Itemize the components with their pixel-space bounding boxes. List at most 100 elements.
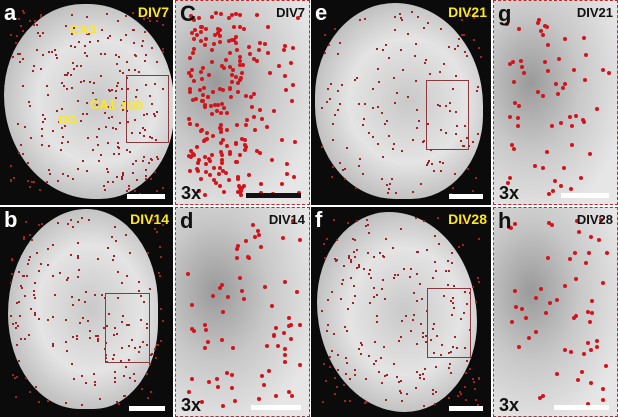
marker-dot (385, 374, 388, 377)
marker-dot (322, 242, 325, 245)
marker-dot (283, 280, 288, 285)
marker-dot (280, 138, 285, 143)
marker-dot (86, 55, 89, 58)
marker-dot (221, 66, 226, 71)
marker-dot (562, 347, 567, 352)
region-label-dg: DG (58, 112, 78, 127)
marker-dot (72, 62, 75, 65)
marker-dot (505, 181, 510, 186)
marker-dot (97, 335, 100, 338)
marker-dot (517, 103, 522, 108)
marker-dot (233, 398, 238, 403)
marker-dot (45, 180, 48, 183)
marker-dot (120, 38, 123, 41)
marker-dot (71, 303, 74, 306)
marker-dot (237, 25, 242, 30)
marker-dot (367, 232, 370, 235)
marker-dot (346, 222, 349, 225)
marker-dot (288, 336, 293, 341)
marker-dot (376, 293, 379, 296)
marker-dot (579, 369, 584, 374)
marker-dot (216, 102, 221, 107)
marker-dot (83, 44, 86, 47)
marker-dot (581, 119, 586, 124)
marker-dot (111, 106, 114, 109)
marker-dot (557, 57, 562, 62)
marker-dot (142, 160, 145, 163)
marker-dot (365, 400, 367, 403)
marker-dot (343, 400, 346, 403)
marker-dot (333, 332, 336, 335)
marker-dot (22, 235, 25, 238)
marker-dot (148, 94, 151, 97)
marker-dot (444, 104, 447, 107)
marker-dot (206, 340, 211, 345)
marker-dot (94, 334, 97, 337)
marker-dot (78, 299, 81, 302)
marker-dot (145, 169, 148, 172)
marker-dot (571, 315, 576, 320)
condition-label: DIV7 (276, 5, 305, 20)
marker-dot (161, 186, 164, 189)
marker-dot (447, 283, 450, 286)
marker-dot (473, 387, 476, 390)
marker-dot (396, 376, 399, 379)
marker-dot (516, 123, 521, 128)
marker-dot (130, 218, 133, 221)
marker-dot (600, 67, 605, 72)
marker-dot (466, 168, 469, 171)
marker-dot (504, 22, 509, 27)
marker-dot (65, 318, 68, 321)
marker-dot (218, 111, 223, 116)
marker-dot (55, 110, 58, 113)
marker-dot (392, 147, 395, 150)
marker-dot (20, 285, 23, 288)
marker-dot (156, 61, 159, 64)
marker-dot (125, 366, 128, 369)
marker-dot (38, 401, 41, 404)
marker-dot (384, 297, 387, 300)
marker-dot (575, 378, 580, 383)
marker-dot (60, 142, 63, 145)
marker-dot (230, 73, 235, 78)
marker-dot (412, 319, 415, 322)
marker-dot (331, 350, 333, 353)
marker-dot (121, 281, 124, 284)
marker-dot (41, 114, 44, 117)
marker-dot (448, 367, 451, 370)
marker-dot (105, 12, 108, 15)
marker-dot (234, 74, 239, 79)
marker-dot (28, 259, 31, 262)
marker-dot (154, 139, 157, 142)
marker-dot (400, 320, 403, 323)
marker-dot (395, 92, 398, 95)
marker-dot (423, 404, 426, 407)
marker-dot (143, 135, 146, 138)
marker-dot (113, 371, 116, 374)
marker-dot (439, 128, 442, 131)
marker-dot (221, 106, 226, 111)
marker-dot (141, 45, 144, 48)
panel-letter: b (4, 207, 18, 232)
marker-dot (140, 387, 143, 390)
marker-dot (536, 17, 541, 22)
marker-dot (40, 128, 43, 131)
marker-dot (337, 368, 340, 371)
marker-dot (554, 371, 559, 376)
marker-dot (195, 123, 200, 127)
marker-dot (550, 188, 555, 193)
marker-dot (116, 19, 119, 22)
marker-dot (127, 187, 130, 190)
marker-dot (212, 166, 217, 171)
marker-dot (199, 24, 204, 29)
marker-dot (10, 178, 13, 181)
marker-dot (195, 168, 200, 173)
marker-dot (46, 399, 49, 402)
marker-dot (355, 267, 358, 270)
marker-dot (60, 82, 63, 85)
marker-dot (134, 68, 137, 71)
marker-dot (200, 399, 205, 404)
marker-dot (126, 60, 129, 63)
marker-dot (55, 57, 58, 60)
marker-dot (400, 336, 403, 339)
